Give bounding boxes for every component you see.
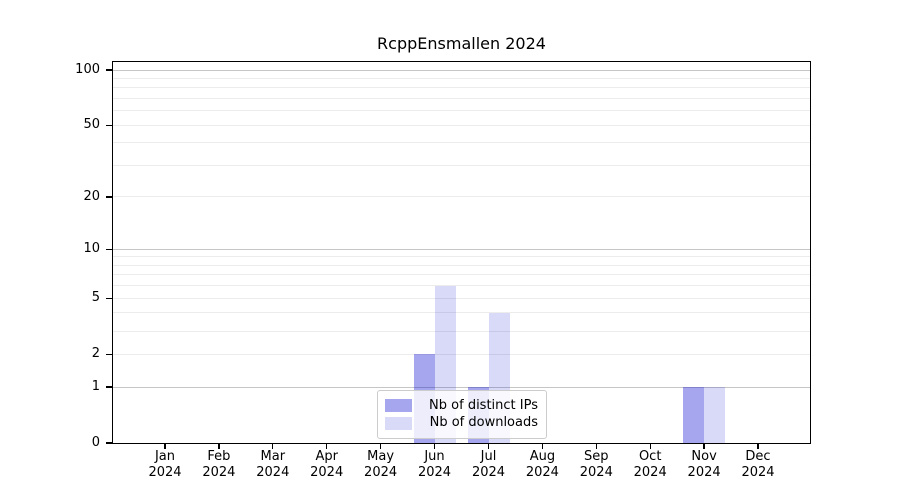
minor-gridline: [113, 330, 810, 332]
x-tick: [541, 444, 544, 449]
minor-gridline: [113, 165, 810, 166]
x-tick-month: Jun: [424, 449, 445, 464]
minor-gridline: [113, 87, 810, 89]
x-tick-year: 2024: [417, 465, 452, 480]
major-gridline: [113, 248, 810, 250]
x-tick-label: Sep 2024: [566, 449, 626, 481]
x-tick-label: Apr 2024: [297, 449, 357, 481]
x-tick: [487, 444, 490, 449]
minor-gridline: [113, 297, 810, 299]
x-tick-year: 2024: [633, 465, 667, 480]
y-tick-label: 0: [91, 435, 100, 450]
x-tick-month: Dec: [745, 449, 771, 464]
legend-entry-downloads: Nb of downloads: [385, 415, 538, 431]
x-tick-label: Jul 2024: [459, 449, 519, 481]
y-tick-label: 1: [91, 379, 100, 394]
minor-gridline: [113, 142, 810, 144]
x-tick-year: 2024: [256, 465, 290, 480]
x-tick-year: 2024: [364, 465, 398, 480]
minor-gridline: [113, 124, 810, 126]
y-tick-label: 100: [75, 62, 100, 77]
x-tick-year: 2024: [741, 465, 775, 480]
x-tick-year: 2024: [579, 465, 613, 480]
x-tick-year: 2024: [471, 465, 506, 480]
x-tick-year: 2024: [687, 465, 721, 480]
minor-gridline: [113, 196, 810, 198]
y-tick: [105, 124, 113, 126]
bar-distinct-ips: [683, 387, 705, 443]
y-tick-label: 50: [83, 117, 100, 133]
y-tick: [105, 386, 113, 388]
x-tick-year: 2024: [202, 465, 236, 480]
x-tick-year: 2024: [148, 465, 182, 480]
minor-gridline: [113, 77, 810, 79]
x-tick-label: Nov 2024: [674, 449, 734, 481]
x-tick-month: May: [367, 449, 395, 464]
minor-gridline: [113, 264, 810, 266]
x-tick-label: Mar 2024: [243, 449, 303, 481]
x-tick: [272, 444, 274, 449]
major-gridline: [113, 69, 810, 71]
y-tick: [105, 297, 113, 299]
y-tick: [105, 196, 113, 198]
y-tick: [105, 69, 113, 71]
minor-gridline: [113, 285, 810, 287]
legend-swatch-downloads: [385, 416, 412, 430]
x-tick-month: Oct: [638, 449, 662, 464]
bars-layer: [113, 62, 810, 443]
x-tick-year: 2024: [310, 465, 344, 480]
minor-gridline: [113, 274, 810, 276]
bar-downloads: [704, 387, 726, 443]
legend-label-distinct-ips: Nb of distinct IPs: [429, 397, 538, 413]
x-tick-month: Feb: [207, 449, 231, 464]
x-tick: [757, 444, 759, 449]
chart-title: RcppEnsmallen 2024: [377, 34, 546, 53]
x-tick-label: Feb 2024: [189, 449, 249, 481]
x-tick: [379, 444, 382, 449]
y-tick: [105, 353, 113, 355]
y-tick-label: 20: [83, 188, 100, 204]
x-tick-label: Oct 2024: [620, 449, 680, 481]
x-tick: [326, 444, 328, 449]
major-gridline: [113, 386, 810, 388]
minor-gridline: [113, 98, 810, 99]
legend-swatch-distinct-ips: [385, 399, 412, 413]
plot-area: [113, 62, 810, 443]
x-tick-month: Apr: [315, 449, 338, 464]
minor-gridline: [113, 312, 810, 314]
minor-gridline: [113, 256, 810, 258]
x-tick: [218, 444, 220, 449]
x-tick-label: Aug 2024: [512, 449, 572, 481]
x-tick: [595, 444, 597, 449]
x-tick-label: May 2024: [351, 449, 411, 481]
x-tick-month: Jul: [480, 449, 497, 464]
x-tick-year: 2024: [525, 465, 559, 480]
x-tick-month: Mar: [260, 449, 286, 464]
x-tick-month: Jan: [154, 449, 176, 464]
x-tick-label: Jan 2024: [135, 449, 195, 481]
y-tick-label: 2: [91, 346, 100, 362]
y-tick-label: 5: [91, 290, 100, 306]
y-tick: [105, 248, 113, 250]
minor-gridline: [113, 353, 810, 355]
x-tick: [164, 444, 166, 449]
x-tick: [649, 444, 651, 449]
legend-label-downloads: Nb of downloads: [429, 415, 538, 431]
minor-gridline: [113, 110, 810, 112]
x-tick-label: Dec 2024: [728, 449, 788, 481]
y-tick: [105, 442, 113, 444]
x-tick-month: Nov: [691, 449, 717, 464]
x-tick-label: Jun 2024: [405, 449, 465, 481]
x-tick-month: Aug: [529, 449, 556, 464]
legend: Nb of distinct IPs Nb of downloads: [377, 390, 547, 439]
x-tick: [433, 444, 436, 449]
y-tick-label: 10: [83, 241, 100, 257]
x-tick-month: Sep: [584, 449, 609, 464]
x-tick: [703, 444, 705, 449]
legend-entry-distinct-ips: Nb of distinct IPs: [385, 398, 538, 414]
